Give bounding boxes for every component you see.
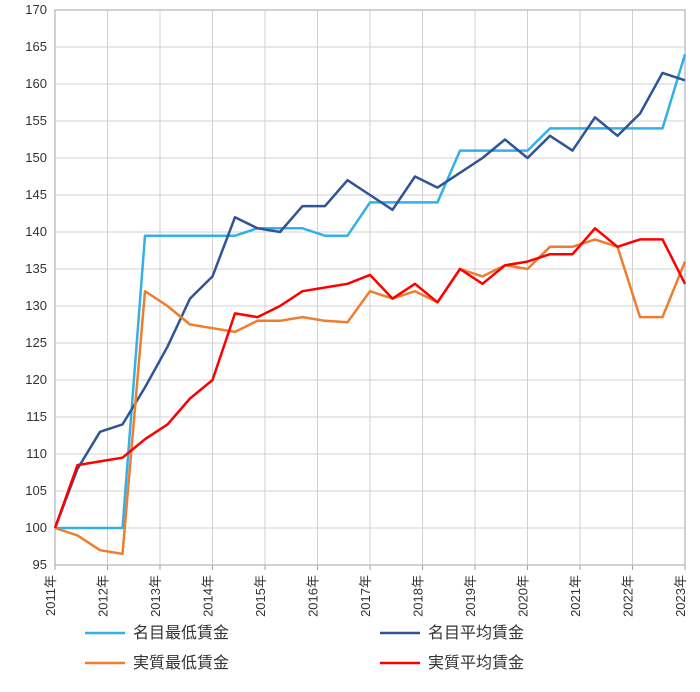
x-tick-label: 2021年 <box>568 575 583 617</box>
y-tick-label: 160 <box>25 76 47 91</box>
x-tick-label: 2016年 <box>306 575 321 617</box>
legend-label: 名目最低賃金 <box>133 624 229 642</box>
y-tick-label: 170 <box>25 2 47 17</box>
y-tick-label: 130 <box>25 298 47 313</box>
y-tick-label: 110 <box>26 446 47 461</box>
legend-label: 名目平均賃金 <box>428 624 524 642</box>
y-tick-label: 140 <box>25 224 47 239</box>
y-tick-label: 120 <box>25 372 47 387</box>
legend-label: 実質平均賃金 <box>428 654 524 672</box>
y-tick-label: 95 <box>33 557 47 572</box>
x-tick-label: 2017年 <box>358 575 373 617</box>
y-tick-label: 155 <box>25 113 47 128</box>
x-tick-label: 2022年 <box>621 575 636 617</box>
y-tick-label: 145 <box>25 187 47 202</box>
y-tick-label: 115 <box>26 409 47 424</box>
x-tick-label: 2019年 <box>463 575 478 617</box>
y-tick-label: 100 <box>25 520 47 535</box>
wage-index-chart: 95 100 105 110 115 120 125 130 135 140 145 150 155 16… <box>0 0 700 692</box>
x-tick-label: 2011年 <box>43 575 58 616</box>
x-tick-label: 2020年 <box>516 575 531 617</box>
x-tick-label: 2014年 <box>201 575 216 617</box>
y-tick-label: 105 <box>25 483 47 498</box>
y-tick-label: 150 <box>25 150 47 165</box>
y-tick-label: 125 <box>25 335 47 350</box>
x-tick-label: 2013年 <box>148 575 163 617</box>
x-tick-label: 2018年 <box>411 575 426 617</box>
chart-svg: 95 100 105 110 115 120 125 130 135 140 145 150 155 16… <box>0 0 700 692</box>
y-tick-label: 165 <box>25 39 47 54</box>
x-tick-label: 2023年 <box>673 575 688 617</box>
x-tick-label: 2015年 <box>253 575 268 617</box>
x-tick-label: 2012年 <box>96 575 111 617</box>
y-tick-label: 135 <box>25 261 47 276</box>
legend-label: 実質最低賃金 <box>133 654 229 672</box>
